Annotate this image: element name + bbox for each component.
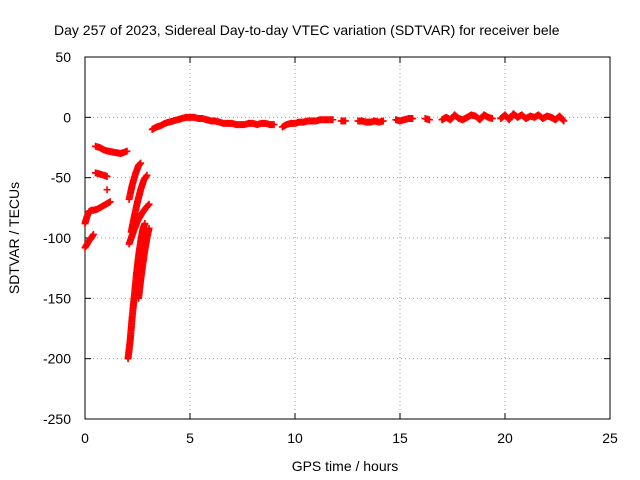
data-point-marker	[488, 115, 496, 123]
y-tick-label: -100	[43, 230, 71, 246]
data-point-marker	[145, 200, 153, 208]
data-point-marker	[409, 115, 417, 123]
data-point-marker	[106, 198, 114, 206]
data-point-marker	[141, 220, 149, 228]
data-point-marker	[137, 159, 145, 167]
data-point-marker	[145, 224, 153, 232]
x-tick-label: 25	[602, 430, 618, 446]
data-point-marker	[123, 147, 131, 155]
data-point-marker	[425, 116, 433, 124]
x-tick-label: 5	[186, 430, 194, 446]
grid-lines	[85, 57, 610, 419]
data-point-marker	[560, 117, 568, 125]
y-tick-label: -150	[43, 290, 71, 306]
data-point-marker	[103, 172, 111, 180]
chart-title: Day 257 of 2023, Sidereal Day-to-day VTE…	[54, 22, 560, 38]
data-point-marker	[341, 117, 349, 125]
data-point-marker	[379, 117, 387, 125]
data-point-marker	[329, 116, 337, 124]
data-point-marker	[103, 186, 111, 194]
data-point-marker	[270, 121, 278, 129]
y-tick-label: -250	[43, 411, 71, 427]
plot-border	[84, 56, 611, 420]
axis-ticks: 0 5 10 15 20 25 50 0 -50 -100 -150 -200 -250	[43, 49, 618, 446]
x-tick-label: 15	[392, 430, 408, 446]
y-tick-label: 0	[63, 109, 71, 125]
y-tick-label: 50	[55, 49, 71, 65]
x-tick-label: 20	[497, 430, 513, 446]
x-tick-label: 0	[81, 430, 89, 446]
data-points	[81, 110, 568, 363]
data-point-marker	[559, 116, 567, 124]
x-axis-label: GPS time / hours	[292, 458, 399, 474]
y-tick-label: -200	[43, 351, 71, 367]
axes	[84, 56, 611, 420]
data-point-marker	[143, 171, 151, 179]
x-tick-label: 10	[287, 430, 303, 446]
y-tick-label: -50	[51, 170, 71, 186]
data-point-marker	[89, 230, 97, 238]
y-axis-label: SDTVAR / TECUs	[6, 182, 22, 294]
